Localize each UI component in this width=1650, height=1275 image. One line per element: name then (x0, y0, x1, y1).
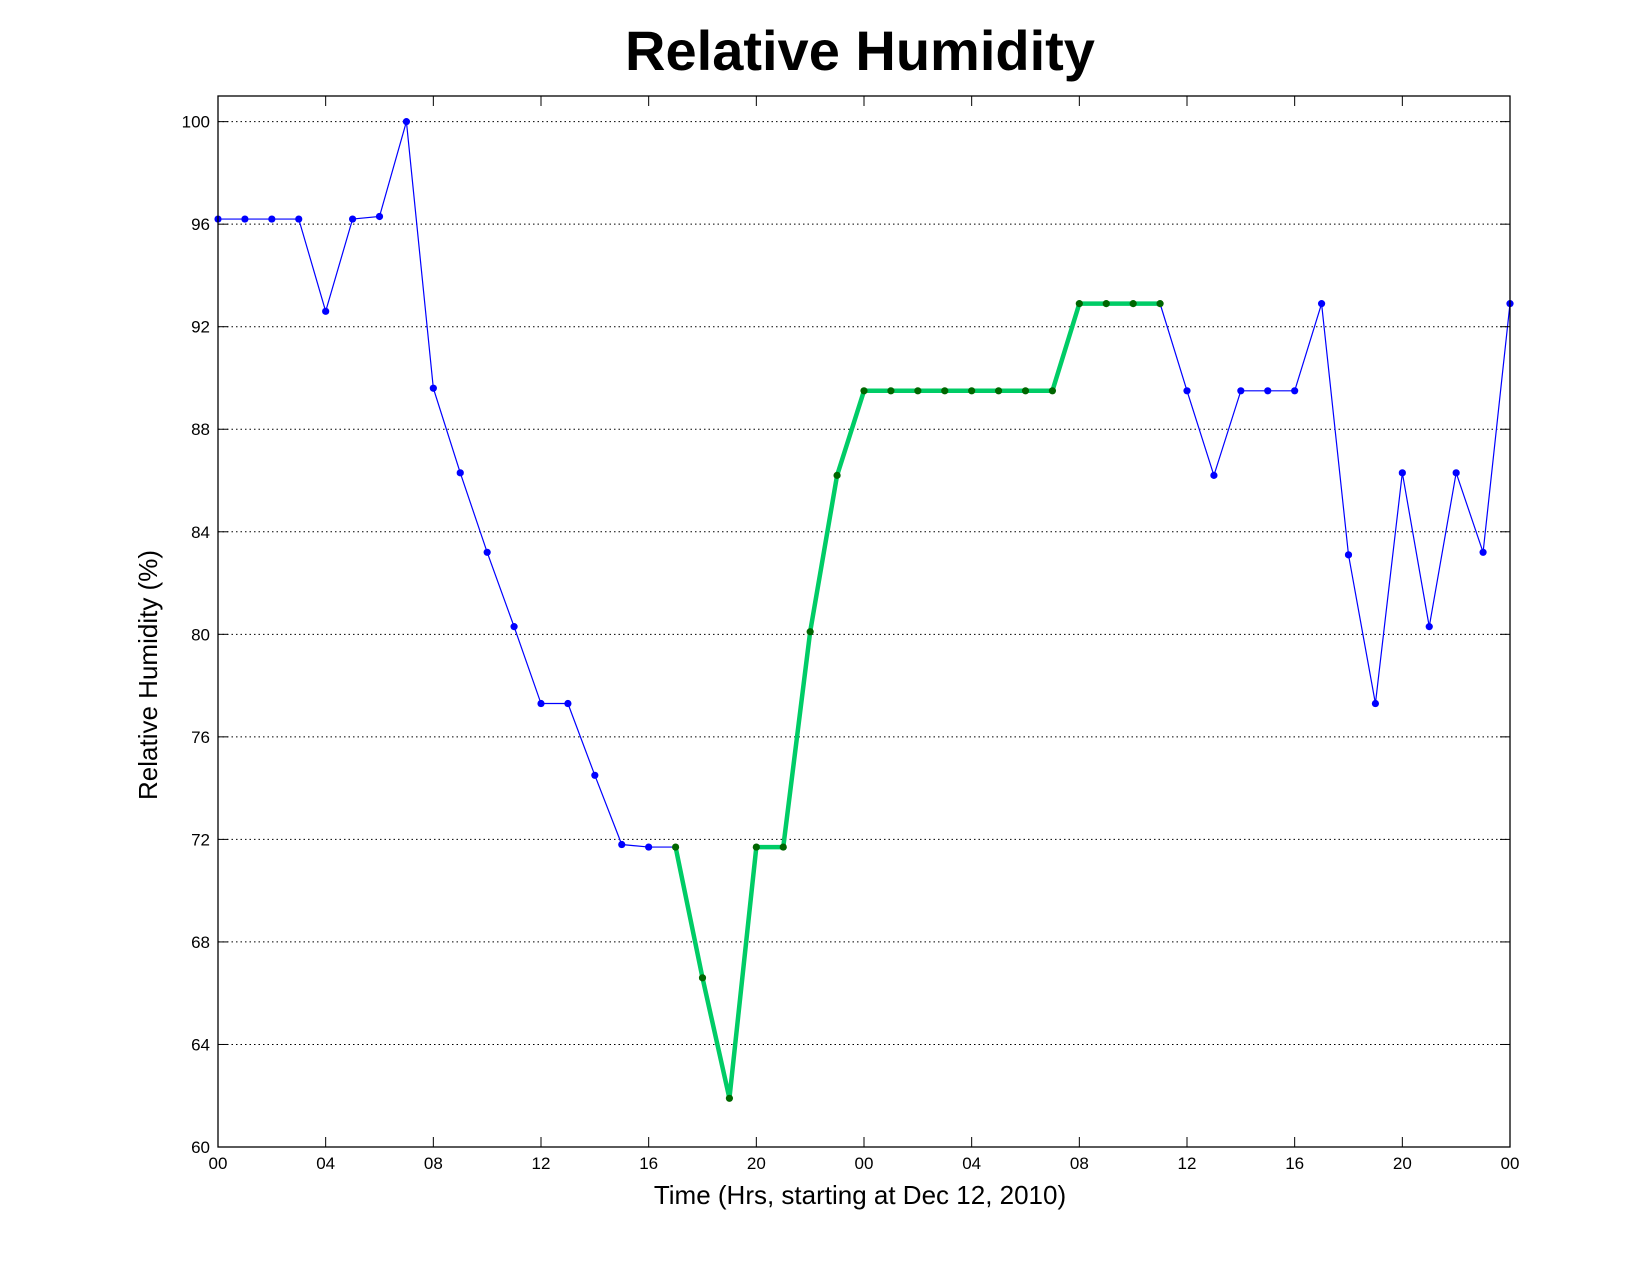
y-tick-label: 92 (191, 318, 210, 337)
data-point (375, 212, 384, 221)
tick-labels: 60 64 68 72 76 80 84 88 92 96 100 00 04 08 12 16 20 00 04 0… (182, 113, 1520, 1173)
x-tick-label: 04 (962, 1154, 981, 1173)
data-point (591, 771, 599, 779)
x-tick-label: 00 (1501, 1154, 1520, 1173)
y-tick-label: 60 (191, 1138, 210, 1157)
highlight-data-point (1021, 387, 1030, 395)
highlight-data-point (887, 387, 895, 395)
highlight-data-point (968, 387, 976, 395)
data-point (322, 307, 330, 315)
data-point (1344, 551, 1353, 559)
y-tick-label: 80 (191, 625, 210, 644)
data-point (1317, 300, 1326, 308)
data-point (268, 215, 276, 223)
highlight-data-point (779, 843, 787, 851)
x-tick-label: 16 (1285, 1154, 1304, 1173)
y-tick-label: 72 (191, 830, 210, 849)
series-layer (214, 118, 1514, 1102)
y-tick-label: 96 (191, 215, 210, 234)
highlight-data-point (806, 628, 814, 636)
x-tick-label: 04 (316, 1154, 335, 1173)
data-point (241, 215, 249, 223)
data-point (429, 384, 437, 392)
x-tick-label: 08 (424, 1154, 443, 1173)
data-point (537, 699, 545, 708)
highlight-data-point (1075, 300, 1083, 308)
highlight-data-point (752, 843, 760, 851)
highlight-data-point (1129, 300, 1137, 308)
x-tick-label: 08 (1070, 1154, 1089, 1173)
chart-title: Relative Humidity (625, 19, 1095, 82)
data-point (295, 215, 303, 223)
data-point (1237, 387, 1245, 395)
y-tick-label: 100 (182, 113, 210, 132)
x-tick-label: 20 (1393, 1154, 1412, 1173)
data-point (1183, 387, 1191, 395)
highlight-data-point (1102, 300, 1110, 308)
highlight-data-point (833, 471, 841, 479)
grid-lines (218, 121, 1510, 1045)
highlight-data-point (1156, 300, 1164, 308)
y-tick-label: 68 (191, 933, 210, 952)
y-tick-label: 88 (191, 420, 210, 439)
data-point (1452, 469, 1460, 477)
highlight-data-point (860, 387, 868, 395)
x-tick-label: 16 (639, 1154, 658, 1173)
y-tick-label: 76 (191, 728, 210, 747)
highlight-data-point (1048, 387, 1057, 395)
data-point (1398, 469, 1406, 477)
y-tick-label: 64 (191, 1035, 210, 1054)
axes-frame (217, 95, 1511, 1148)
data-point (1264, 387, 1272, 395)
data-point (645, 843, 653, 851)
data-point (1210, 471, 1218, 479)
data-point (510, 623, 518, 631)
highlight-data-point (914, 387, 922, 395)
data-point (1479, 548, 1487, 556)
highlight-data-point (994, 387, 1003, 395)
x-axis-label: Time (Hrs, starting at Dec 12, 2010) (654, 1180, 1066, 1210)
data-point (618, 840, 626, 849)
data-point (402, 118, 411, 126)
x-tick-label: 00 (855, 1154, 874, 1173)
highlight-data-point (671, 843, 680, 851)
y-axis-label: Relative Humidity (%) (133, 550, 163, 800)
data-point (1371, 699, 1380, 708)
data-point (483, 548, 491, 556)
data-point (456, 469, 464, 477)
data-point (348, 215, 357, 223)
x-tick-label: 12 (1178, 1154, 1197, 1173)
data-point (1291, 387, 1299, 395)
y-tick-label: 84 (191, 523, 210, 542)
highlight-data-point (725, 1094, 734, 1102)
x-tick-label: 12 (532, 1154, 551, 1173)
data-point (1425, 623, 1433, 631)
x-tick-label: 20 (747, 1154, 766, 1173)
x-tick-label: 00 (209, 1154, 228, 1173)
highlight-data-point (941, 387, 949, 395)
data-point (564, 699, 572, 708)
highlight-data-point (698, 974, 707, 982)
